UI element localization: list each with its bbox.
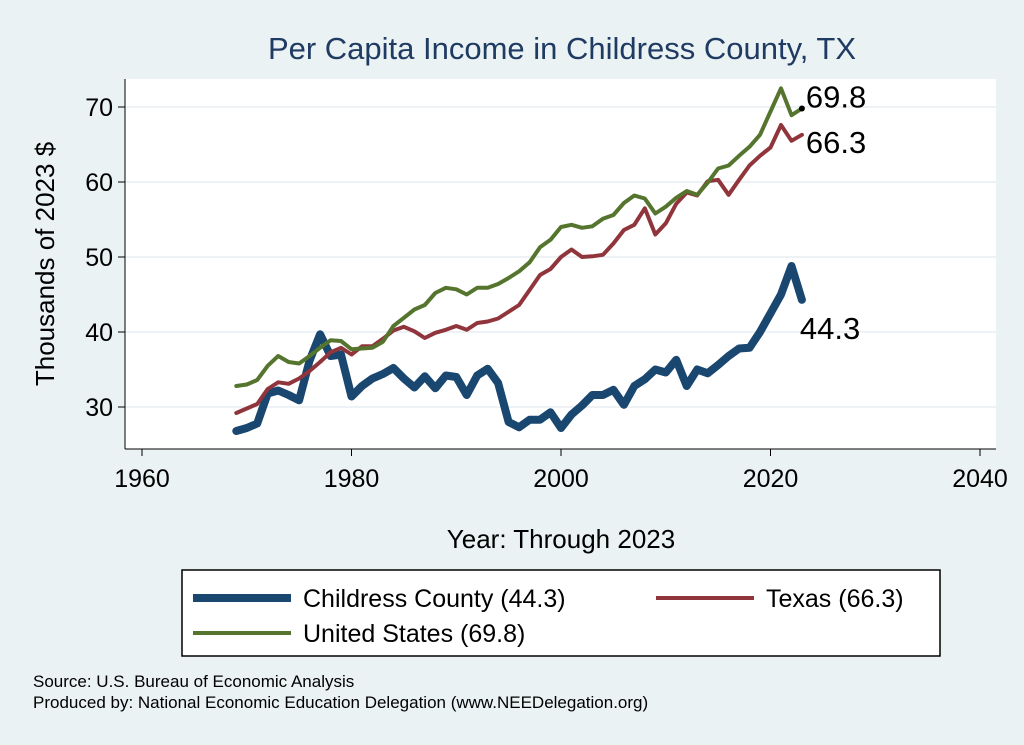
x-axis-title: Year: Through 2023: [447, 524, 675, 554]
y-tick-label: 30: [85, 394, 113, 422]
legend-box: [181, 569, 941, 657]
x-tick-label: 2020: [743, 465, 799, 493]
legend-label-texas: Texas (66.3): [766, 585, 904, 613]
y-tick-label: 40: [85, 319, 113, 347]
legend-label-united-states: United States (69.8): [303, 620, 525, 648]
legend: Childress County (44.3) Texas (66.3) Uni…: [181, 569, 941, 657]
y-tick-label: 70: [85, 94, 113, 122]
source-note: Source: U.S. Bureau of Economic Analysis: [33, 672, 354, 691]
y-tick-label: 50: [85, 244, 113, 272]
y-axis-title: Thousands of 2023 $: [30, 141, 60, 386]
y-axis-ticks: 30 40 50 60 70: [85, 94, 125, 422]
series-lines: [232, 86, 806, 435]
x-tick-label: 2000: [533, 465, 589, 493]
x-axis-ticks: 1960 1980 2000 2020 2040: [114, 449, 1008, 493]
x-tick-label: 2040: [952, 465, 1008, 493]
series-line-united-states: [234, 86, 804, 388]
chart-title: Per Capita Income in Childress County, T…: [268, 31, 856, 66]
x-tick-label: 1960: [114, 465, 170, 493]
produced-by-note: Produced by: National Economic Education…: [33, 693, 648, 712]
y-tick-label: 60: [85, 169, 113, 197]
end-marker-united-states: [798, 105, 805, 112]
x-tick-label: 1980: [324, 465, 380, 493]
end-label-childress-county: 44.3: [800, 311, 860, 346]
series-line-childress-county: [232, 262, 806, 435]
legend-label-childress-county: Childress County (44.3): [303, 585, 566, 613]
end-label-united-states: 69.8: [806, 80, 866, 115]
end-label-texas: 66.3: [806, 125, 866, 160]
